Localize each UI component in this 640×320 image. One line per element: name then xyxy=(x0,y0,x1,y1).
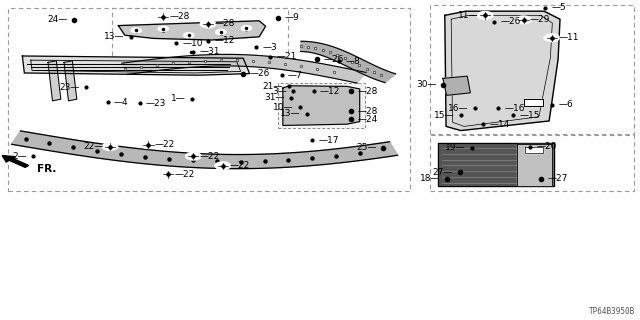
Text: 1—: 1— xyxy=(171,94,186,103)
Text: —21: —21 xyxy=(276,52,297,61)
Polygon shape xyxy=(122,54,366,83)
Text: 19—: 19— xyxy=(445,143,466,152)
Text: 24—: 24— xyxy=(47,15,67,24)
Circle shape xyxy=(131,28,141,33)
Circle shape xyxy=(141,141,156,148)
Circle shape xyxy=(215,162,230,170)
Text: —22: —22 xyxy=(229,161,250,170)
Polygon shape xyxy=(283,86,360,125)
Circle shape xyxy=(544,34,559,42)
Bar xyxy=(8,8,410,191)
Text: 11—: 11— xyxy=(458,11,479,20)
Text: 2—: 2— xyxy=(12,152,27,161)
Text: 13—: 13— xyxy=(280,109,301,118)
Text: —26: —26 xyxy=(500,17,521,26)
Circle shape xyxy=(184,33,194,38)
Polygon shape xyxy=(445,11,560,131)
Text: 21—: 21— xyxy=(262,82,283,91)
Text: —9: —9 xyxy=(285,13,300,22)
Text: 23—: 23— xyxy=(60,83,80,92)
Polygon shape xyxy=(12,131,397,169)
Circle shape xyxy=(186,152,201,160)
Circle shape xyxy=(516,16,531,24)
Circle shape xyxy=(160,171,175,178)
Text: 31—: 31— xyxy=(264,93,285,102)
Bar xyxy=(112,8,288,64)
Text: —28: —28 xyxy=(214,20,235,28)
FancyArrow shape xyxy=(2,156,29,167)
Text: 13—: 13— xyxy=(104,32,125,41)
Circle shape xyxy=(477,12,493,19)
Text: —10: —10 xyxy=(182,39,203,48)
Text: —22: —22 xyxy=(155,140,175,149)
Bar xyxy=(430,135,634,191)
Text: —11: —11 xyxy=(558,33,579,42)
Text: —14: —14 xyxy=(490,120,510,129)
Polygon shape xyxy=(48,61,61,101)
Text: 22—: 22— xyxy=(83,142,104,151)
Text: 10—: 10— xyxy=(273,103,293,112)
Text: FR.: FR. xyxy=(37,164,56,174)
Text: —28: —28 xyxy=(170,12,190,21)
Text: 15—: 15— xyxy=(434,111,454,120)
Text: —26: —26 xyxy=(323,55,344,64)
Polygon shape xyxy=(438,143,554,186)
Text: —22: —22 xyxy=(200,152,220,161)
Circle shape xyxy=(102,143,118,150)
Text: —26: —26 xyxy=(250,69,270,78)
Text: —12: —12 xyxy=(214,36,235,45)
Bar xyxy=(278,83,365,128)
Text: —7: —7 xyxy=(288,71,303,80)
Text: —31: —31 xyxy=(200,47,220,56)
Text: —27: —27 xyxy=(547,174,568,183)
Text: —12: —12 xyxy=(320,87,340,96)
Text: —16: —16 xyxy=(504,104,525,113)
Polygon shape xyxy=(517,144,552,186)
Text: —6: —6 xyxy=(558,100,573,109)
Circle shape xyxy=(241,26,252,31)
Text: —28: —28 xyxy=(357,87,378,96)
Text: TP64B3950B: TP64B3950B xyxy=(589,307,635,316)
Bar xyxy=(430,5,634,134)
Text: 3—: 3— xyxy=(272,87,287,96)
Text: —17: —17 xyxy=(319,136,339,145)
Text: 27—: 27— xyxy=(433,168,453,177)
Polygon shape xyxy=(118,21,266,40)
Text: 18—: 18— xyxy=(420,174,440,183)
Text: —8: —8 xyxy=(346,57,360,66)
Polygon shape xyxy=(64,61,77,101)
Polygon shape xyxy=(525,147,543,153)
Text: —28: —28 xyxy=(357,107,378,116)
Circle shape xyxy=(200,20,216,28)
Polygon shape xyxy=(443,76,470,95)
Text: —20: —20 xyxy=(536,142,557,151)
Text: —4: —4 xyxy=(114,98,129,107)
Circle shape xyxy=(186,49,196,54)
Text: —5: —5 xyxy=(552,4,566,12)
Polygon shape xyxy=(22,56,250,75)
Circle shape xyxy=(216,29,226,35)
Text: —15: —15 xyxy=(520,111,540,120)
Polygon shape xyxy=(524,99,543,106)
Text: —29: —29 xyxy=(530,15,550,24)
Polygon shape xyxy=(301,41,396,83)
Text: 25—: 25— xyxy=(356,143,376,152)
Circle shape xyxy=(156,13,171,20)
Circle shape xyxy=(158,26,168,31)
Text: 30—: 30— xyxy=(416,80,436,89)
Text: 16—: 16— xyxy=(448,104,468,113)
Text: —22: —22 xyxy=(174,170,195,179)
Text: —23: —23 xyxy=(146,99,166,108)
Text: —24: —24 xyxy=(357,115,378,124)
Text: —3: —3 xyxy=(262,43,277,52)
